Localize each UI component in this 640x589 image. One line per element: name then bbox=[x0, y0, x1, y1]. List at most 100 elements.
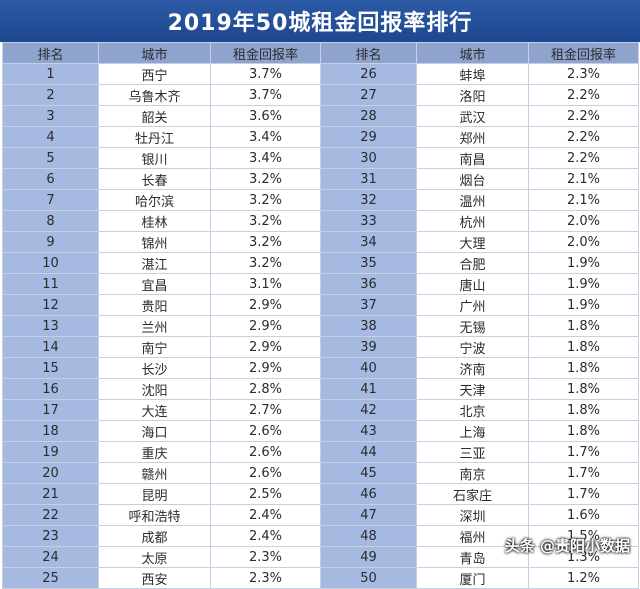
rank-cell: 13 bbox=[2, 315, 99, 337]
rate-cell: 3.4% bbox=[210, 126, 321, 148]
city-cell: 广州 bbox=[416, 294, 529, 316]
table-row: 25 西安 2.3% 50 厦门 1.2% bbox=[2, 567, 639, 589]
rate-cell: 1.8% bbox=[528, 336, 639, 358]
rate-cell: 1.8% bbox=[528, 420, 639, 442]
city-cell: 乌鲁木齐 bbox=[98, 84, 211, 106]
city-cell: 牡丹江 bbox=[98, 126, 211, 148]
rate-cell: 2.4% bbox=[210, 504, 321, 526]
rate-cell: 2.7% bbox=[210, 399, 321, 421]
city-cell: 成都 bbox=[98, 525, 211, 547]
rank-cell: 30 bbox=[320, 147, 417, 169]
rate-cell: 3.2% bbox=[210, 252, 321, 274]
table-row: 4 牡丹江 3.4% 29 郑州 2.2% bbox=[2, 126, 639, 148]
rate-cell: 2.2% bbox=[528, 126, 639, 148]
table-row: 9 锦州 3.2% 34 大理 2.0% bbox=[2, 231, 639, 253]
rank-cell: 35 bbox=[320, 252, 417, 274]
rate-cell: 2.1% bbox=[528, 189, 639, 211]
rate-cell: 3.2% bbox=[210, 168, 321, 190]
rate-cell: 2.6% bbox=[210, 441, 321, 463]
rank-cell: 22 bbox=[2, 504, 99, 526]
rank-cell: 1 bbox=[2, 63, 99, 85]
rate-cell: 1.9% bbox=[528, 294, 639, 316]
rank-cell: 48 bbox=[320, 525, 417, 547]
city-cell: 赣州 bbox=[98, 462, 211, 484]
page-title: 2019年50城租金回报率排行 bbox=[0, 0, 640, 42]
city-cell: 天津 bbox=[416, 378, 529, 400]
rank-cell: 31 bbox=[320, 168, 417, 190]
table-header-row: 排名 城市 租金回报率 排名 城市 租金回报率 bbox=[2, 42, 639, 64]
city-cell: 宁波 bbox=[416, 336, 529, 358]
rate-cell: 2.2% bbox=[528, 105, 639, 127]
table-row: 1 西宁 3.7% 26 蚌埠 2.3% bbox=[2, 63, 639, 85]
table-row: 21 昆明 2.5% 46 石家庄 1.7% bbox=[2, 483, 639, 505]
city-cell: 蚌埠 bbox=[416, 63, 529, 85]
table-row: 18 海口 2.6% 43 上海 1.8% bbox=[2, 420, 639, 442]
city-cell: 南京 bbox=[416, 462, 529, 484]
rank-cell: 24 bbox=[2, 546, 99, 568]
table-row: 2 乌鲁木齐 3.7% 27 洛阳 2.2% bbox=[2, 84, 639, 106]
rate-cell: 3.6% bbox=[210, 105, 321, 127]
rank-cell: 46 bbox=[320, 483, 417, 505]
city-cell: 湛江 bbox=[98, 252, 211, 274]
city-cell: 哈尔滨 bbox=[98, 189, 211, 211]
rate-cell: 3.4% bbox=[210, 147, 321, 169]
rank-cell: 9 bbox=[2, 231, 99, 253]
rank-cell: 20 bbox=[2, 462, 99, 484]
rank-cell: 29 bbox=[320, 126, 417, 148]
city-cell: 上海 bbox=[416, 420, 529, 442]
rank-cell: 15 bbox=[2, 357, 99, 379]
city-cell: 长沙 bbox=[98, 357, 211, 379]
rank-cell: 43 bbox=[320, 420, 417, 442]
rate-cell: 1.9% bbox=[528, 273, 639, 295]
rate-cell: 3.7% bbox=[210, 63, 321, 85]
rate-cell: 1.7% bbox=[528, 462, 639, 484]
rate-cell: 2.2% bbox=[528, 147, 639, 169]
rate-cell: 1.7% bbox=[528, 483, 639, 505]
table-row: 11 宜昌 3.1% 36 唐山 1.9% bbox=[2, 273, 639, 295]
rank-cell: 37 bbox=[320, 294, 417, 316]
table-row: 23 成都 2.4% 48 福州 1.5% bbox=[2, 525, 639, 547]
rank-cell: 23 bbox=[2, 525, 99, 547]
table-row: 7 哈尔滨 3.2% 32 温州 2.1% bbox=[2, 189, 639, 211]
rate-cell: 1.6% bbox=[528, 504, 639, 526]
city-cell: 温州 bbox=[416, 189, 529, 211]
city-cell: 大理 bbox=[416, 231, 529, 253]
rank-cell: 36 bbox=[320, 273, 417, 295]
rate-cell: 1.8% bbox=[528, 399, 639, 421]
city-cell: 西安 bbox=[98, 567, 211, 589]
rate-cell: 2.3% bbox=[210, 567, 321, 589]
header-city-right: 城市 bbox=[416, 42, 529, 64]
city-cell: 三亚 bbox=[416, 441, 529, 463]
table-row: 16 沈阳 2.8% 41 天津 1.8% bbox=[2, 378, 639, 400]
table-row: 8 桂林 3.2% 33 杭州 2.0% bbox=[2, 210, 639, 232]
city-cell: 杭州 bbox=[416, 210, 529, 232]
table-row: 19 重庆 2.6% 44 三亚 1.7% bbox=[2, 441, 639, 463]
city-cell: 南昌 bbox=[416, 147, 529, 169]
rank-cell: 21 bbox=[2, 483, 99, 505]
city-cell: 深圳 bbox=[416, 504, 529, 526]
rate-cell: 3.7% bbox=[210, 84, 321, 106]
city-cell: 南宁 bbox=[98, 336, 211, 358]
rate-cell: 3.2% bbox=[210, 210, 321, 232]
rank-cell: 42 bbox=[320, 399, 417, 421]
rate-cell: 2.1% bbox=[528, 168, 639, 190]
rate-cell: 2.0% bbox=[528, 231, 639, 253]
table-body: 1 西宁 3.7% 26 蚌埠 2.3% 2 乌鲁木齐 3.7% 27 洛阳 2.2% 3 韶关 3.6% 2… bbox=[2, 63, 639, 589]
rank-cell: 38 bbox=[320, 315, 417, 337]
rank-cell: 10 bbox=[2, 252, 99, 274]
rate-cell: 3.1% bbox=[210, 273, 321, 295]
city-cell: 大连 bbox=[98, 399, 211, 421]
rank-cell: 45 bbox=[320, 462, 417, 484]
header-rate-right: 租金回报率 bbox=[528, 42, 639, 64]
rank-cell: 17 bbox=[2, 399, 99, 421]
city-cell: 韶关 bbox=[98, 105, 211, 127]
rank-cell: 11 bbox=[2, 273, 99, 295]
rate-cell: 2.8% bbox=[210, 378, 321, 400]
rank-cell: 40 bbox=[320, 357, 417, 379]
rank-cell: 2 bbox=[2, 84, 99, 106]
rank-cell: 19 bbox=[2, 441, 99, 463]
rank-cell: 6 bbox=[2, 168, 99, 190]
table-row: 14 南宁 2.9% 39 宁波 1.8% bbox=[2, 336, 639, 358]
city-cell: 宜昌 bbox=[98, 273, 211, 295]
rank-cell: 49 bbox=[320, 546, 417, 568]
